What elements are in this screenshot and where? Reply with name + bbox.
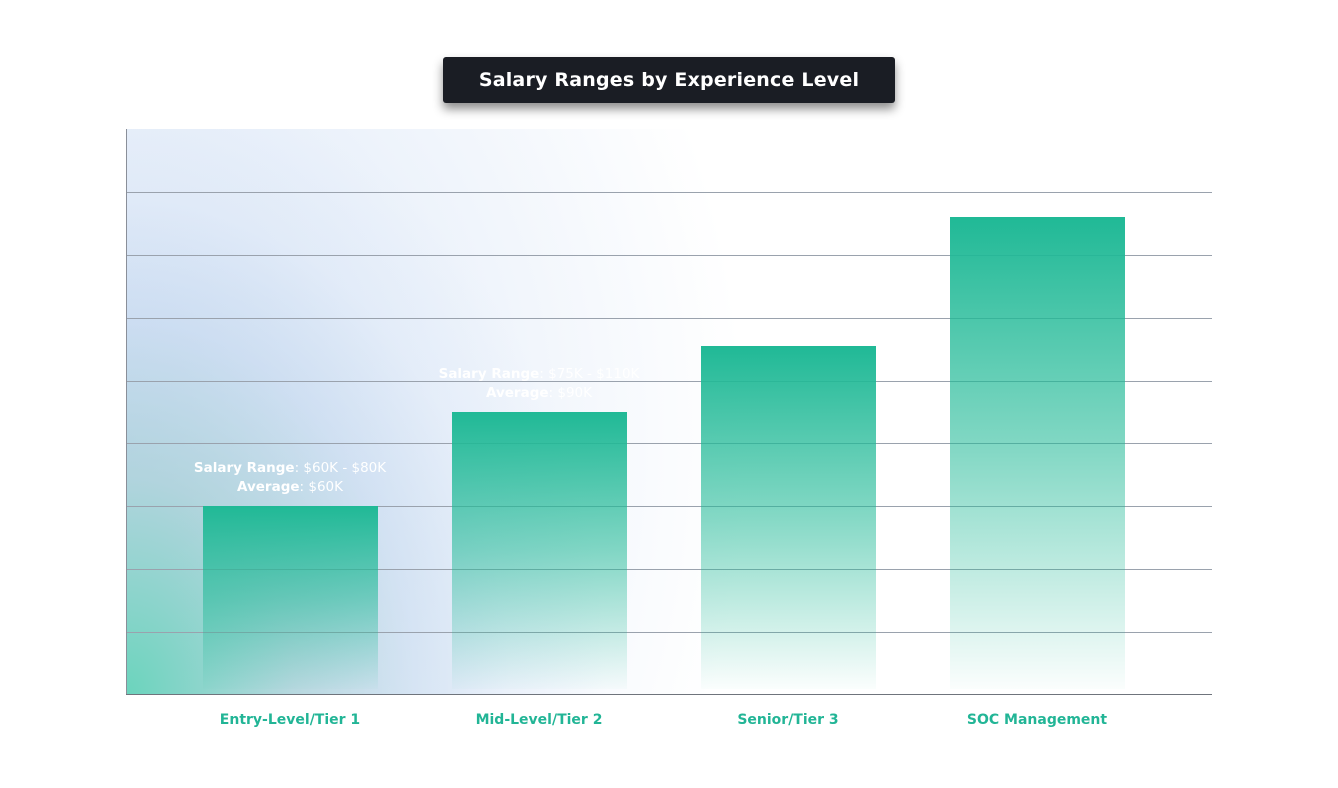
chart-title: Salary Ranges by Experience Level — [443, 57, 895, 103]
bar — [700, 345, 876, 689]
gridline — [126, 506, 1212, 508]
annotation-average: Average — [658, 318, 918, 337]
x-tick-label: Senior/Tier 3 — [737, 712, 839, 728]
annotation-range-value: : $75K - $110K — [539, 366, 640, 382]
bar-annotation: Salary Range Average — [658, 299, 918, 337]
gridline — [126, 380, 1212, 382]
gridline — [126, 443, 1212, 445]
bar — [949, 217, 1125, 689]
annotation-average: Average: $60K — [160, 478, 420, 497]
bar — [451, 412, 627, 689]
x-tick-label: SOC Management — [966, 712, 1108, 728]
annotation-average-label: Average — [486, 385, 549, 401]
annotation-average-label: Average — [756, 318, 820, 335]
gridline — [126, 191, 1212, 193]
annotation-range-label: Salary Range — [438, 366, 540, 382]
bar-annotation: Salary Range: $60K - $80K Average: $60K — [160, 459, 420, 497]
x-axis-line — [126, 694, 1212, 695]
annotation-range: Salary Range: $60K - $80K — [160, 459, 420, 478]
bar-annotation: Salary Range: $75K - $110K Average: $90K — [409, 365, 669, 403]
gridline — [126, 569, 1212, 571]
y-axis-line — [126, 129, 127, 695]
annotation-range: Salary Range: $75K - $110K — [409, 365, 669, 384]
x-tick-label: Entry-Level/Tier 1 — [219, 712, 361, 728]
annotation-range: Salary Range — [658, 299, 918, 318]
annotation-range-label: Salary Range — [193, 460, 295, 477]
gridline — [126, 317, 1212, 319]
annotation-range-label: Salary Range — [737, 299, 839, 316]
annotation-average-value: : $90K — [548, 385, 592, 401]
plot-area — [126, 129, 1212, 695]
bar — [202, 506, 378, 689]
gridline — [126, 632, 1212, 634]
annotation-range-value: : $60K - $80K — [294, 460, 387, 477]
annotation-average-value: : $60K — [299, 479, 343, 496]
annotation-average-label: Average — [237, 479, 300, 496]
x-tick-label: Mid-Level/Tier 2 — [475, 712, 603, 728]
gridline — [126, 254, 1212, 256]
annotation-average: Average: $90K — [409, 384, 669, 403]
